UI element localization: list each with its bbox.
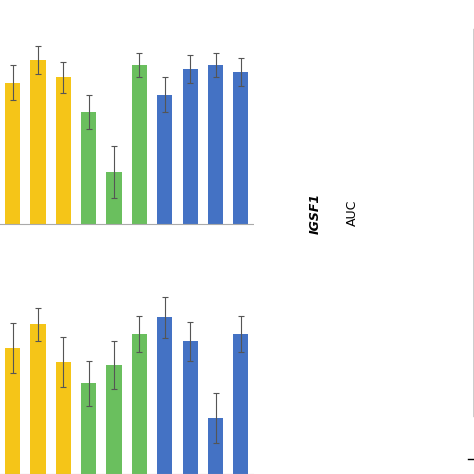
- Bar: [132, 334, 147, 474]
- Bar: [107, 172, 122, 474]
- Text: AUC: AUC: [346, 200, 359, 227]
- Bar: [5, 82, 20, 474]
- Bar: [182, 341, 198, 474]
- Bar: [208, 418, 223, 474]
- Bar: [132, 65, 147, 474]
- Bar: [157, 318, 173, 474]
- Bar: [157, 95, 173, 474]
- Bar: [107, 365, 122, 474]
- Text: IGSF1: IGSF1: [309, 193, 322, 234]
- Bar: [208, 65, 223, 474]
- Bar: [233, 334, 248, 474]
- Bar: [56, 77, 71, 474]
- Bar: [233, 72, 248, 474]
- Bar: [182, 69, 198, 474]
- Bar: [30, 60, 46, 474]
- Bar: [5, 348, 20, 474]
- Bar: [30, 325, 46, 474]
- Bar: [81, 112, 96, 474]
- Bar: [81, 383, 96, 474]
- Bar: [56, 362, 71, 474]
